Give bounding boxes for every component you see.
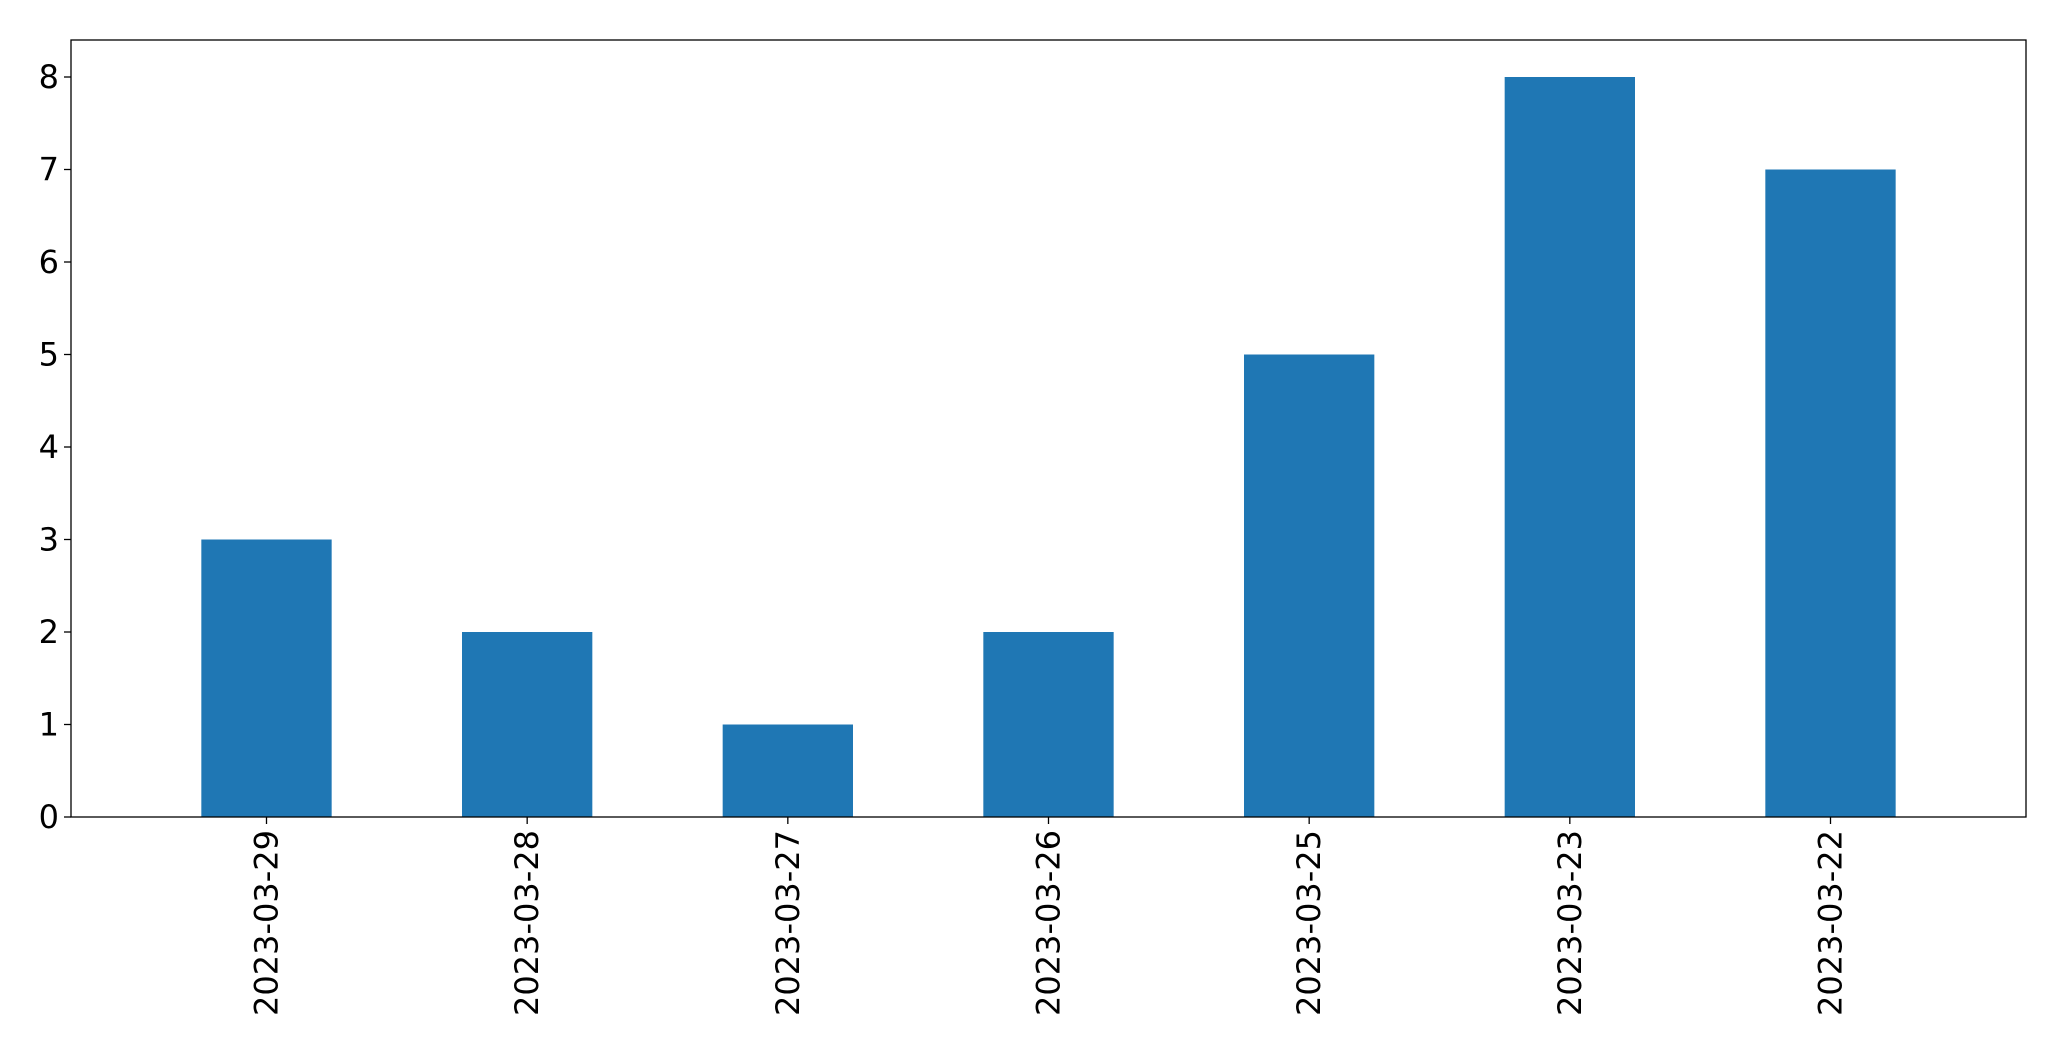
y-tick-label: 0 bbox=[39, 798, 59, 836]
y-tick-label: 2 bbox=[39, 613, 59, 651]
bar-2023-03-29 bbox=[201, 539, 332, 817]
bar-2023-03-25 bbox=[1244, 354, 1375, 817]
x-tick-label: 2023-03-22 bbox=[1812, 830, 1850, 1016]
y-tick-label: 6 bbox=[39, 243, 59, 281]
y-tick-label: 3 bbox=[39, 521, 59, 559]
bar-2023-03-26 bbox=[983, 632, 1114, 817]
bar-2023-03-23 bbox=[1504, 77, 1635, 817]
x-tick-label: 2023-03-25 bbox=[1290, 830, 1328, 1016]
y-tick-label: 7 bbox=[39, 151, 59, 189]
x-tick-label: 2023-03-29 bbox=[248, 830, 286, 1016]
bar-2023-03-28 bbox=[462, 632, 593, 817]
x-tick-label: 2023-03-23 bbox=[1551, 830, 1589, 1016]
y-axis: 0 1 2 3 4 5 6 7 8 bbox=[39, 58, 71, 836]
x-tick-label: 2023-03-28 bbox=[508, 830, 546, 1016]
bars-group bbox=[201, 77, 1896, 817]
y-tick-label: 4 bbox=[39, 428, 59, 466]
x-axis: 2023-03-29 2023-03-28 2023-03-27 2023-03-26… bbox=[248, 817, 1850, 1016]
x-tick-label: 2023-03-26 bbox=[1030, 830, 1068, 1016]
y-tick-label: 5 bbox=[39, 336, 59, 374]
bar-2023-03-22 bbox=[1765, 169, 1896, 817]
y-tick-label: 8 bbox=[39, 58, 59, 96]
y-tick-label: 1 bbox=[39, 706, 59, 744]
bar-2023-03-27 bbox=[722, 724, 853, 817]
x-tick-label: 2023-03-27 bbox=[769, 830, 807, 1016]
